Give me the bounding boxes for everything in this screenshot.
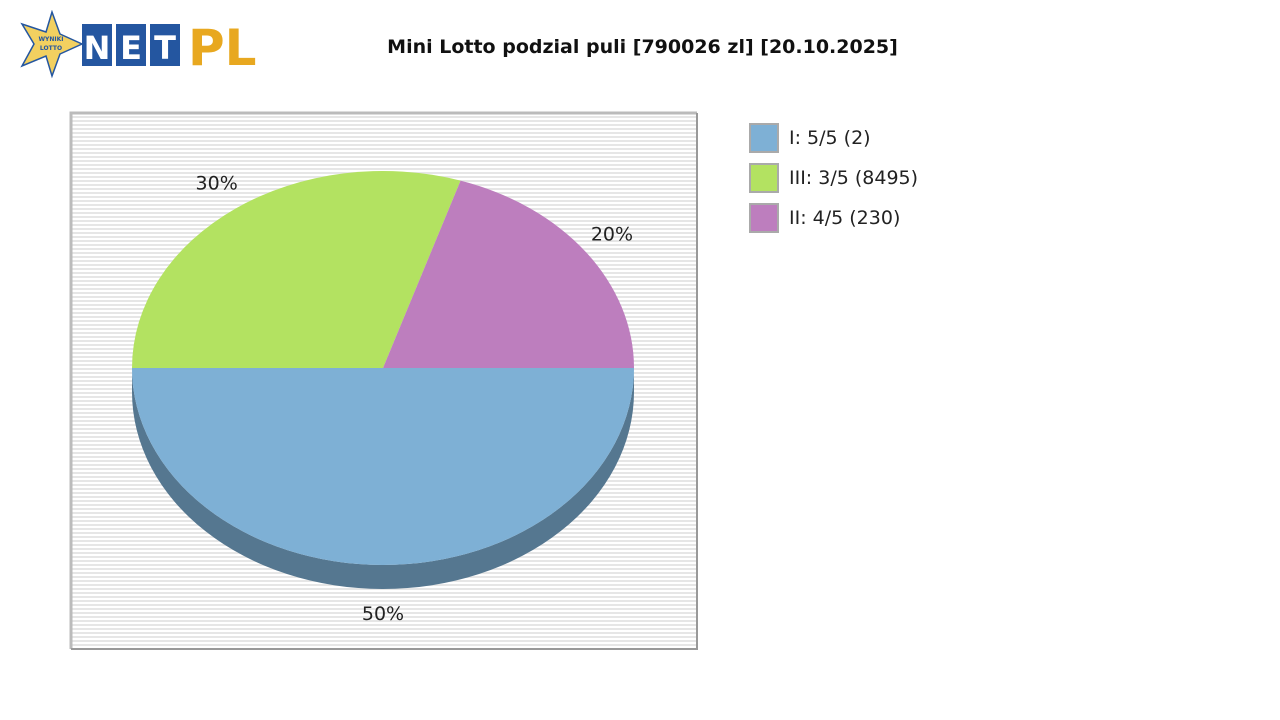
legend-label: II: 4/5 (230) <box>789 207 901 229</box>
netpl-logo: WYNIKI LOTTO N E T PL <box>20 10 257 79</box>
slice-label-0: 50% <box>362 603 404 625</box>
svg-text:WYNIKI: WYNIKI <box>38 36 63 43</box>
pie-slice-1[interactable] <box>132 171 461 368</box>
svg-text:T: T <box>154 29 176 67</box>
legend-swatch <box>749 163 779 193</box>
svg-text:N: N <box>84 29 111 67</box>
slice-label-1: 30% <box>196 173 238 195</box>
legend-item: I: 5/5 (2) <box>749 123 871 153</box>
legend-label: I: 5/5 (2) <box>789 127 871 149</box>
slice-label-2: 20% <box>591 223 633 245</box>
pie-slice-2[interactable] <box>383 180 634 368</box>
legend-swatch <box>749 123 779 153</box>
pie-slice-0[interactable] <box>132 368 634 565</box>
svg-text:LOTTO: LOTTO <box>40 45 62 52</box>
legend-swatch <box>749 203 779 233</box>
legend-label: III: 3/5 (8495) <box>789 167 919 189</box>
svg-text:E: E <box>120 29 142 67</box>
legend-item: II: 4/5 (230) <box>749 203 900 233</box>
legend-item: III: 3/5 (8495) <box>749 163 918 193</box>
svg-text:PL: PL <box>188 19 257 77</box>
chart-title: Mini Lotto podzial puli [790026 zl] [20.… <box>387 36 898 58</box>
